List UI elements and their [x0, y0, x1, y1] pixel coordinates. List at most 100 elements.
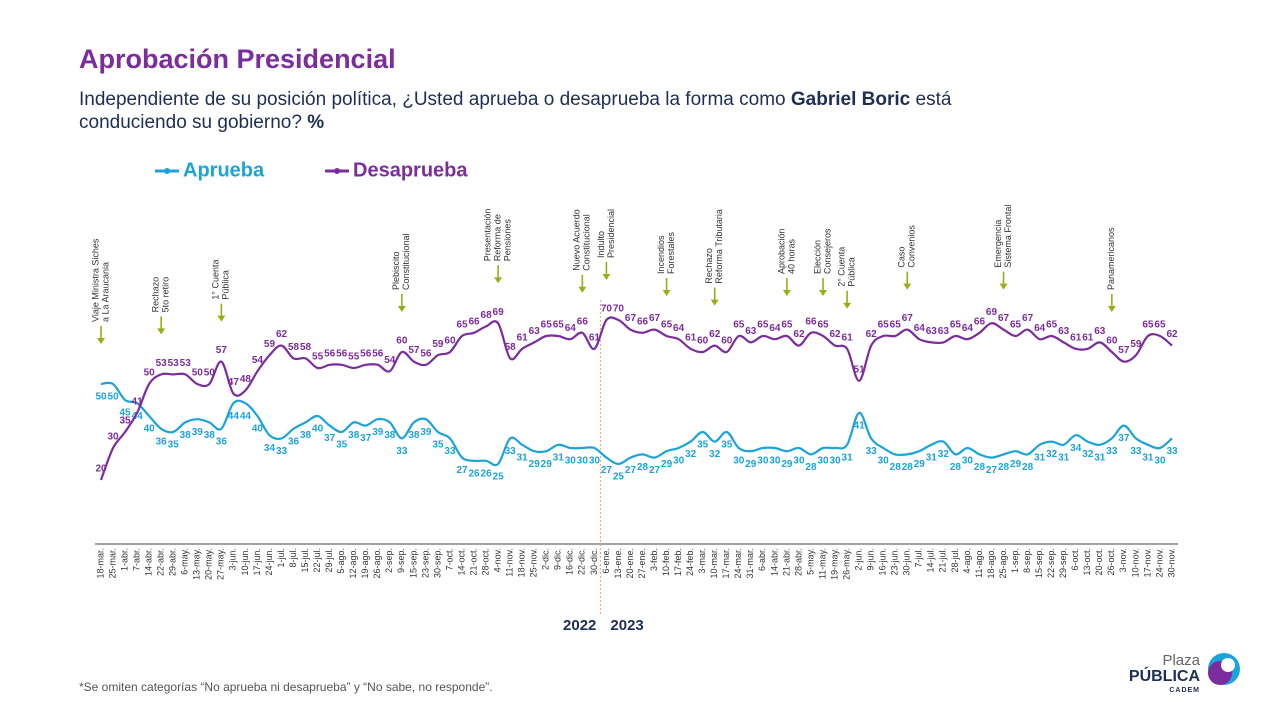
data-label: 67: [998, 313, 1010, 324]
data-label: 38: [408, 430, 420, 441]
annotation: 1° Cuenta: [211, 259, 221, 299]
x-tick-label: 18-nov.: [517, 548, 527, 577]
data-label: 54: [252, 355, 264, 366]
x-tick-label: 14-oct.: [456, 548, 466, 576]
data-label: 30: [733, 456, 745, 467]
annotation-arrowhead: [217, 315, 226, 322]
annotation: Sistema Frontal: [1003, 205, 1013, 268]
x-tick-label: 21-oct.: [468, 548, 478, 576]
x-tick-label: 24-jun.: [264, 548, 274, 576]
x-tick-label: 3-nov.: [1118, 548, 1128, 572]
annotation: Elección: [812, 240, 822, 274]
x-tick-label: 28-jul.: [950, 548, 960, 573]
data-label: 47: [228, 377, 240, 388]
data-label: 37: [360, 433, 372, 444]
data-label: 56: [324, 348, 336, 359]
data-label: 57: [216, 345, 228, 356]
data-label: 38: [180, 430, 192, 441]
x-tick-label: 14-abr.: [144, 548, 154, 576]
annotation: Forestales: [666, 231, 676, 274]
data-label: 41: [854, 420, 866, 431]
annotation-arrowhead: [819, 290, 828, 296]
data-label: 38: [300, 430, 312, 441]
subtitle-bold: Gabriel Boric: [790, 89, 911, 110]
x-tick-label: 27-may.: [216, 548, 226, 580]
data-label: 70: [601, 304, 613, 315]
x-tick-label: 29-abr.: [168, 548, 178, 576]
data-label: 61: [685, 332, 697, 343]
data-label: 38: [204, 430, 216, 441]
data-label: 28: [998, 462, 1010, 473]
annotation: Caso: [897, 247, 907, 268]
data-label: 50: [144, 368, 156, 379]
x-tick-label: 18-mar.: [95, 548, 105, 579]
x-tick-label: 23-jun.: [890, 548, 900, 576]
data-label: 30: [589, 456, 601, 467]
data-label: 62: [793, 329, 805, 340]
x-tick-label: 26-oct.: [1106, 548, 1116, 576]
data-label: 30: [565, 456, 577, 467]
annotation-arrowhead: [578, 286, 587, 293]
annotation: Indulto: [596, 231, 606, 258]
annotation: Viaje Ministra Siches: [90, 238, 100, 322]
x-tick-label: 6-oct.: [1070, 548, 1080, 571]
data-label: 64: [914, 323, 926, 334]
series-line: [100, 381, 1173, 467]
data-label: 31: [517, 452, 529, 463]
x-tick-label: 3-jun.: [228, 548, 238, 571]
data-label: 60: [444, 336, 456, 347]
x-tick-label: 30-nov.: [1166, 548, 1176, 577]
annotation: Presentación: [482, 209, 492, 262]
data-label: 40: [144, 424, 156, 435]
data-label: 29: [541, 459, 553, 470]
data-label: 65: [878, 320, 890, 331]
x-tick-label: 17-feb.: [673, 548, 683, 576]
data-label: 60: [1106, 336, 1118, 347]
data-label: 64: [962, 323, 974, 334]
data-label: 50: [192, 368, 204, 379]
x-tick-label: 9-sep.: [396, 548, 406, 573]
x-tick-label: 15-jul.: [300, 548, 310, 573]
annotation: Presidencial: [606, 209, 616, 258]
data-label: 33: [444, 446, 456, 457]
chart-title: Aprobación Presidencial: [79, 44, 396, 74]
legend-swatch: [334, 168, 340, 174]
data-label: 35: [697, 440, 709, 451]
data-label: 31: [926, 452, 938, 463]
x-tick-label: 8-jul.: [288, 548, 298, 568]
x-tick-label: 10-feb.: [661, 548, 671, 576]
x-tick-label: 24-feb.: [685, 548, 695, 576]
logo: Plaza PÚBLICA CADEM: [1129, 652, 1240, 694]
data-label: 30: [577, 456, 589, 467]
data-label: 62: [709, 329, 721, 340]
x-tick-label: 6-abr.: [757, 548, 767, 571]
annotation: Pública: [846, 257, 856, 287]
data-label: 59: [264, 339, 276, 350]
data-label: 67: [625, 313, 637, 324]
x-tick-label: 17-nov.: [1142, 548, 1152, 577]
x-tick-label: 26-ago.: [372, 548, 382, 579]
x-tick-label: 6-ene.: [601, 548, 611, 574]
x-tick-label: 20-may.: [204, 548, 214, 580]
x-tick-label: 15-sep.: [1034, 548, 1044, 578]
x-tick-label: 12-ago.: [348, 548, 358, 579]
data-label: 56: [336, 348, 348, 359]
x-tick-label: 19-may.: [829, 548, 839, 580]
data-label: 67: [902, 313, 914, 324]
data-label: 40: [312, 424, 324, 435]
x-tick-label: 1-jul.: [276, 548, 286, 568]
year-label: 2023: [610, 617, 643, 634]
data-label: 66: [637, 316, 649, 327]
data-label: 65: [1154, 320, 1166, 331]
data-label: 30: [962, 456, 974, 467]
x-tick-label: 10-jun.: [240, 548, 250, 576]
annotation: Plebiscito: [391, 251, 401, 290]
data-label: 35: [432, 440, 444, 451]
data-label: 35: [168, 440, 180, 451]
data-label: 56: [420, 348, 432, 359]
x-tick-label: 17-jun.: [252, 548, 262, 576]
annotation-arrowhead: [1107, 306, 1116, 312]
data-label: 38: [348, 430, 360, 441]
data-label: 35: [721, 440, 733, 451]
data-label: 64: [673, 323, 685, 334]
